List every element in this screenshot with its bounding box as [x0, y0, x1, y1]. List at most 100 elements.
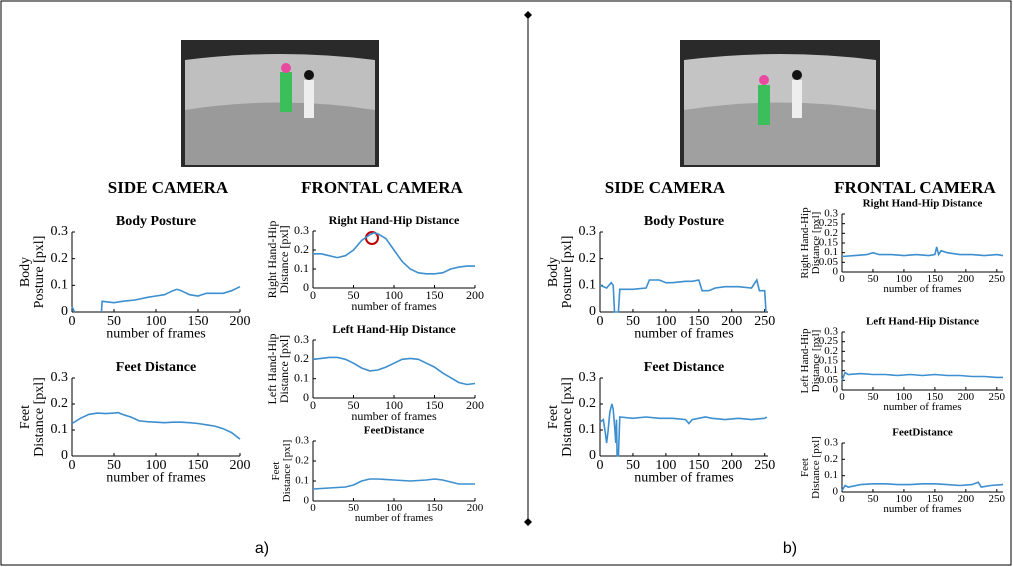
y-tick-label: 0: [589, 448, 596, 463]
data-line: [841, 246, 1004, 258]
data-line: [313, 232, 475, 275]
data-line: [841, 481, 1004, 491]
chart-title: Left Hand-Hip Distance: [866, 316, 979, 328]
x-axis-label: number of frames: [883, 283, 961, 295]
chart-title: Body Posture: [644, 214, 724, 229]
x-tick-label: 100: [896, 273, 913, 285]
y-axis-label: Feet: [270, 462, 282, 481]
x-tick-label: 50: [867, 273, 879, 285]
y-tick-label: 0.2: [295, 455, 309, 467]
panel-label: a): [255, 540, 269, 557]
x-axis-label: number of frames: [634, 327, 734, 342]
x-axis-label: number of frames: [351, 409, 437, 423]
heading: FRONTAL CAMERA: [301, 178, 463, 197]
y-tick-label: 0: [833, 266, 839, 278]
x-tick-label: 150: [426, 502, 443, 514]
x-tick-label: 100: [386, 502, 403, 514]
y-axis-label: Right Hand-Hip: [799, 207, 811, 279]
x-axis-label: number of frames: [106, 327, 206, 342]
x-tick-label: 50: [626, 458, 640, 473]
x-axis-label: number of frames: [883, 401, 961, 413]
x-tick-label: 50: [626, 314, 640, 329]
y-tick-label: 0: [303, 390, 309, 404]
y-tick-label: 0: [304, 495, 310, 507]
heading: SIDE CAMERA: [108, 178, 229, 197]
y-axis-label: Feet: [799, 458, 811, 477]
y-tick-label: 0.2: [579, 251, 597, 266]
heading: SIDE CAMERA: [605, 178, 726, 197]
y-axis-label: Posture [pxl]: [32, 236, 47, 309]
x-tick-label: 200: [958, 391, 975, 403]
x-tick-label: 50: [107, 314, 121, 329]
x-tick-label: 50: [867, 493, 879, 505]
x-tick-label: 50: [867, 391, 879, 403]
y-tick-label: 0.3: [51, 370, 69, 385]
data-line: [312, 356, 476, 386]
chart-title: FeetDistance: [364, 425, 425, 437]
data-line: [312, 478, 475, 490]
heading: FRONTAL CAMERA: [834, 178, 996, 197]
y-tick-label: 0.2: [294, 242, 309, 256]
y-axis-label: Distance [pxl]: [560, 377, 575, 457]
chart-title: Feet Distance: [116, 360, 196, 375]
x-tick-label: 250: [754, 458, 775, 473]
x-tick-label: 100: [146, 458, 167, 473]
x-axis-label: number of frames: [634, 471, 734, 486]
y-tick-label: 0.3: [824, 208, 838, 220]
x-tick-label: 150: [927, 493, 944, 505]
y-tick-label: 0.05: [819, 256, 839, 268]
x-tick-label: 150: [426, 288, 444, 302]
x-tick-label: 150: [927, 391, 944, 403]
x-tick-label: 200: [958, 273, 975, 285]
y-tick-label: 0.1: [579, 278, 597, 293]
y-axis-label: Distance [pxl]: [810, 212, 822, 275]
y-axis-label: Body: [18, 257, 33, 287]
y-axis-label: Right Hand-Hip: [265, 221, 279, 299]
y-tick-label: 0.3: [51, 224, 69, 239]
x-tick-label: 50: [107, 458, 121, 473]
y-tick-label: 0.1: [294, 261, 309, 275]
y-tick-label: 0.1: [579, 422, 597, 437]
x-tick-label: 100: [896, 391, 913, 403]
y-tick-label: 0: [61, 304, 68, 319]
y-tick-label: 0.1: [51, 422, 69, 437]
y-tick-label: 0.3: [294, 223, 309, 237]
x-tick-label: 250: [989, 273, 1006, 285]
x-tick-label: 0: [69, 314, 76, 329]
y-axis-label: Left Hand-Hip: [265, 334, 279, 405]
x-tick-label: 150: [688, 458, 709, 473]
x-tick-label: 200: [721, 458, 742, 473]
x-tick-label: 50: [348, 288, 360, 302]
x-tick-label: 250: [989, 493, 1006, 505]
y-axis-label: Feet: [546, 405, 561, 429]
y-tick-label: 0: [589, 304, 596, 319]
y-tick-label: 0.2: [294, 351, 309, 365]
data-line: [71, 411, 241, 440]
y-tick-label: 0.3: [824, 326, 838, 338]
y-axis-label: Left Hand-Hip: [799, 328, 811, 394]
x-tick-label: 150: [188, 314, 209, 329]
x-tick-label: 200: [230, 458, 251, 473]
data-line: [599, 403, 768, 457]
x-tick-label: 100: [896, 493, 913, 505]
x-tick-label: 100: [146, 314, 167, 329]
data-line: [71, 285, 241, 313]
x-axis-label: number of frames: [351, 299, 437, 313]
y-tick-label: 0.05: [819, 374, 839, 386]
y-tick-label: 0.1: [294, 370, 309, 384]
data-line: [841, 371, 1003, 381]
y-tick-label: 0: [303, 280, 309, 294]
y-tick-label: 0.3: [295, 435, 309, 447]
x-tick-label: 0: [839, 391, 845, 403]
x-tick-label: 0: [597, 314, 604, 329]
y-tick-label: 0.15: [819, 237, 839, 249]
y-tick-label: 0.15: [819, 355, 839, 367]
x-tick-label: 0: [310, 288, 316, 302]
photo-a: [181, 40, 379, 167]
x-tick-label: 100: [655, 458, 676, 473]
x-tick-label: 200: [466, 398, 484, 412]
y-axis-label: Distance [pxl]: [810, 436, 822, 499]
y-axis-label: Feet: [18, 405, 33, 429]
